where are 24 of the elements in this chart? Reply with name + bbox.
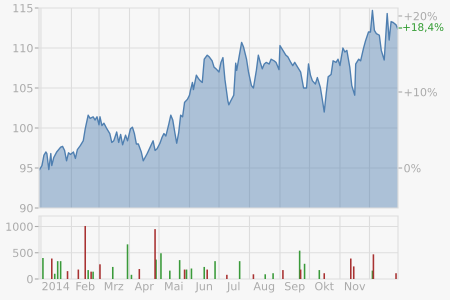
y-tick-label: 0 bbox=[27, 274, 33, 284]
x-tick-label: Nov bbox=[344, 282, 366, 290]
y-tick-label: 105 bbox=[13, 84, 32, 92]
x-tick-label: Apr bbox=[134, 282, 154, 293]
x-tick-label: Mrz bbox=[104, 282, 124, 290]
x-tick-label: Sep bbox=[284, 282, 305, 293]
y-tick-label: 500 bbox=[13, 248, 33, 258]
x-tick-label: Feb bbox=[76, 282, 94, 290]
y-tick-label: 115 bbox=[13, 4, 32, 12]
y2-tick-label: +10% bbox=[404, 88, 437, 96]
y-tick-label: 110 bbox=[13, 44, 33, 52]
x-tick-label: Aug bbox=[253, 282, 274, 293]
y2-tick-label: 0% bbox=[404, 164, 421, 172]
y-tick-label: 95 bbox=[20, 164, 32, 172]
x-tick-label: Jun bbox=[194, 282, 212, 292]
y2-tick-label: +20% bbox=[404, 12, 437, 20]
x-tick-label: Okt bbox=[315, 282, 334, 290]
x-tick-label: Mai bbox=[165, 282, 182, 290]
y-tick-label: 1000 bbox=[6, 222, 33, 231]
annotation: +18,4% bbox=[403, 23, 444, 32]
x-tick-label: Jul bbox=[226, 282, 240, 292]
y-tick-label: 90 bbox=[20, 204, 33, 212]
x-tick-label: 2014 bbox=[42, 282, 70, 290]
y-tick-label: 100 bbox=[13, 124, 33, 132]
